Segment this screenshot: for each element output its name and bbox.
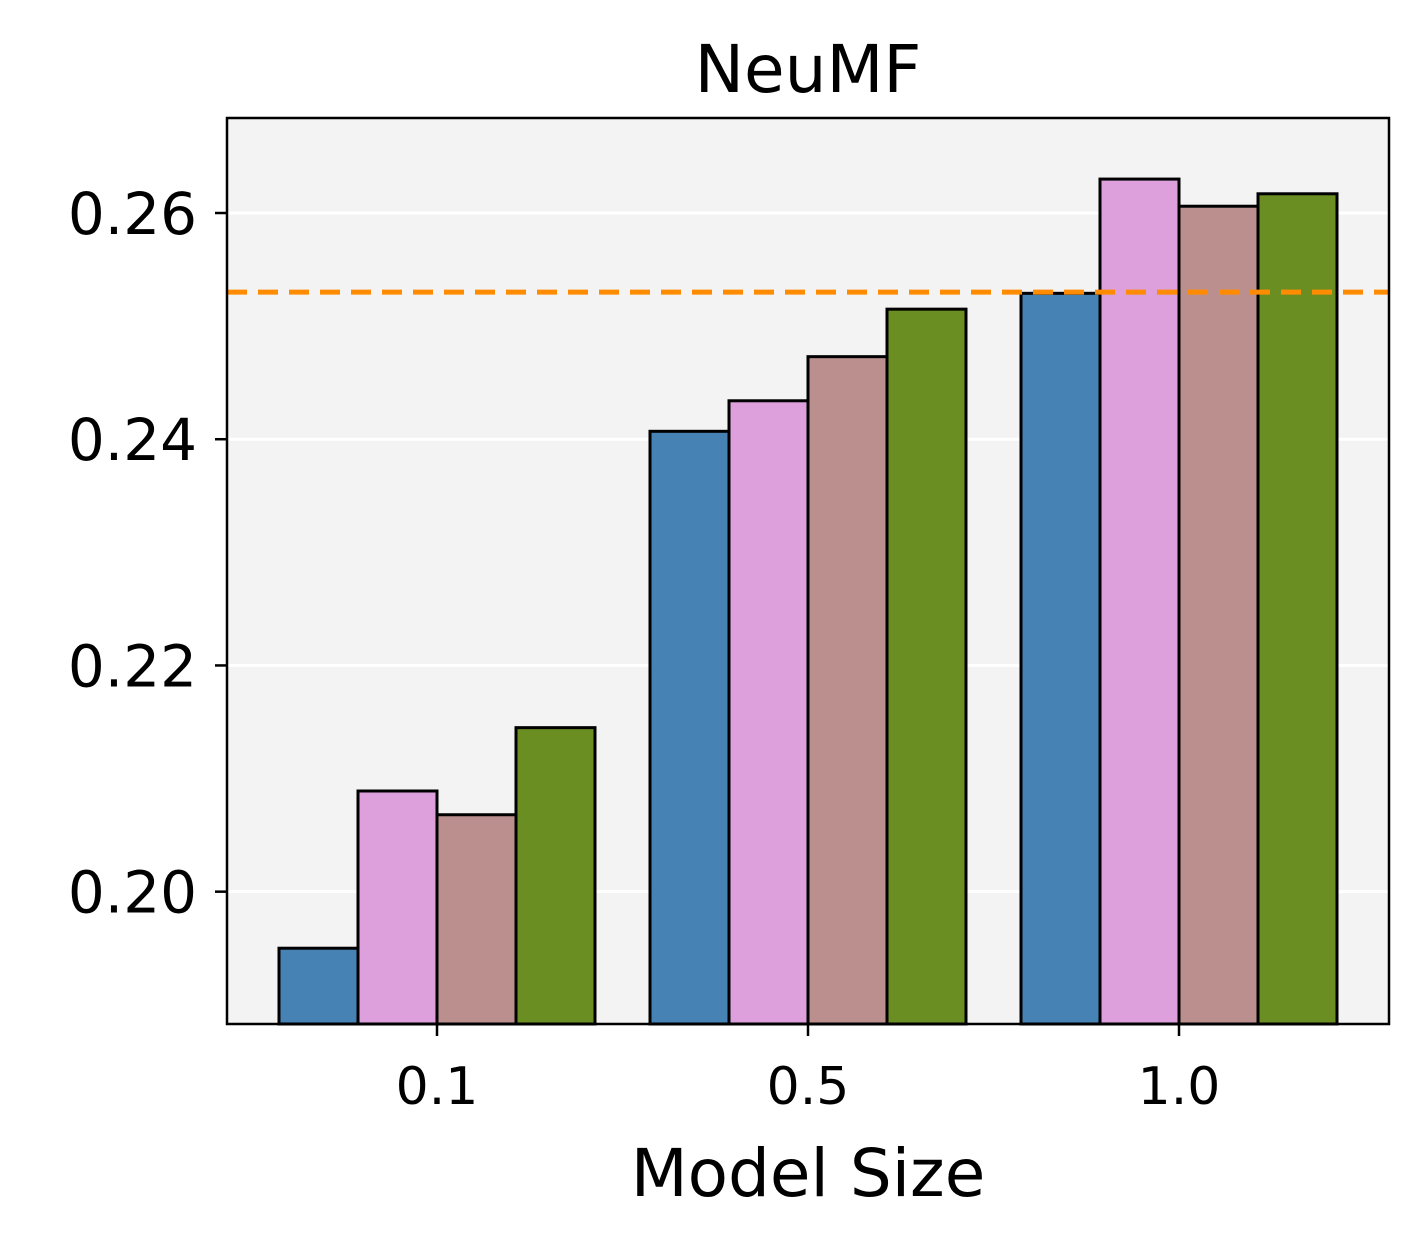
- x-axis-ticks: 0.1 0.5 1.0: [396, 1024, 1221, 1117]
- y-axis-ticks: 0.20 0.22 0.24 0.26: [68, 180, 227, 927]
- x-tick-label: 1.0: [1138, 1057, 1221, 1117]
- bar: [727, 399, 810, 1026]
- bar: [1177, 204, 1260, 1026]
- bars: [277, 177, 1339, 1026]
- y-tick-label: 0.24: [68, 406, 197, 474]
- chart-title: NeuMF: [695, 31, 922, 108]
- bar: [514, 726, 597, 1026]
- y-tick-label: 0.26: [68, 180, 197, 248]
- x-tick-label: 0.1: [396, 1057, 479, 1117]
- bar: [1098, 177, 1181, 1026]
- y-tick-label: 0.20: [68, 859, 197, 927]
- bar: [806, 355, 889, 1026]
- x-axis-label: Model Size: [631, 1135, 986, 1212]
- bar: [1256, 192, 1339, 1026]
- bar: [435, 813, 518, 1026]
- bar: [885, 307, 968, 1026]
- bar: [356, 789, 439, 1026]
- bar: [1019, 291, 1102, 1026]
- bar: [648, 429, 731, 1026]
- y-tick-label: 0.22: [68, 632, 197, 700]
- x-tick-label: 0.5: [767, 1057, 850, 1117]
- bar: [277, 946, 360, 1026]
